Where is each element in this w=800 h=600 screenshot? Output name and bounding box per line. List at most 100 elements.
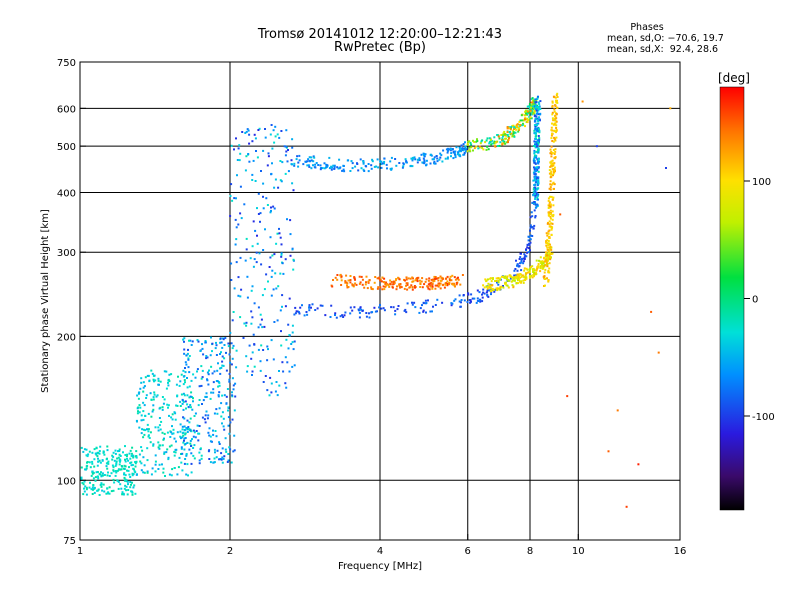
data-point <box>248 133 251 136</box>
data-point <box>552 196 555 199</box>
data-point <box>185 473 188 476</box>
data-point <box>538 116 540 119</box>
data-point <box>218 391 221 394</box>
data-point <box>145 397 148 399</box>
data-point <box>422 309 425 312</box>
data-point <box>186 386 189 389</box>
data-point <box>210 391 213 394</box>
data-point <box>491 287 494 290</box>
data-point <box>483 286 486 289</box>
data-point <box>460 144 463 147</box>
data-point <box>126 480 129 483</box>
data-point <box>223 357 226 360</box>
data-point <box>298 159 301 162</box>
data-point <box>389 282 392 285</box>
data-point <box>424 153 427 156</box>
data-point <box>171 432 174 435</box>
data-point <box>390 306 393 309</box>
data-point <box>477 147 480 150</box>
data-point <box>225 402 228 405</box>
data-point <box>319 164 322 167</box>
data-point <box>136 473 138 476</box>
data-point <box>207 431 210 434</box>
data-point <box>534 195 537 198</box>
data-point <box>461 274 464 276</box>
data-point <box>407 277 410 280</box>
data-point <box>238 144 241 147</box>
data-point <box>135 456 138 459</box>
data-point <box>266 389 269 392</box>
data-point <box>284 356 287 359</box>
data-point <box>425 302 428 304</box>
data-point <box>439 156 442 159</box>
data-point <box>439 282 442 285</box>
data-point <box>537 162 540 165</box>
data-point <box>367 163 370 165</box>
data-point <box>414 306 417 309</box>
data-point <box>201 347 204 350</box>
data-point <box>380 166 383 169</box>
data-point <box>522 260 525 263</box>
data-point <box>482 288 485 291</box>
data-point <box>264 128 266 130</box>
data-point <box>230 363 233 366</box>
data-point <box>334 312 337 315</box>
data-point <box>177 375 179 378</box>
data-point <box>344 311 347 314</box>
data-point <box>225 450 228 453</box>
data-point <box>179 380 182 383</box>
data-point <box>497 283 500 286</box>
data-point <box>269 133 272 136</box>
data-point <box>516 275 519 278</box>
data-point <box>115 463 118 466</box>
data-point <box>186 352 189 355</box>
data-point <box>167 378 170 381</box>
data-point <box>246 370 249 373</box>
data-point <box>338 167 341 170</box>
data-point <box>488 289 490 292</box>
data-point <box>224 337 227 339</box>
data-point <box>482 148 485 151</box>
data-point <box>291 248 294 251</box>
data-point <box>473 141 476 143</box>
data-point <box>539 267 542 270</box>
data-point <box>532 227 535 230</box>
data-point <box>529 266 532 268</box>
data-point <box>527 247 530 250</box>
data-point <box>302 163 305 166</box>
data-point <box>228 432 231 435</box>
data-point <box>460 299 463 301</box>
data-point <box>490 287 492 290</box>
data-point <box>181 398 184 401</box>
data-point <box>243 203 246 206</box>
data-point <box>486 287 489 290</box>
data-point <box>417 158 420 161</box>
data-point <box>271 254 274 257</box>
data-point <box>358 282 361 285</box>
data-point <box>173 450 176 453</box>
data-point <box>209 435 212 438</box>
data-point <box>280 180 283 183</box>
data-point <box>378 276 381 279</box>
data-point <box>333 164 336 167</box>
data-point <box>108 492 111 495</box>
data-point <box>342 168 345 171</box>
data-point <box>425 278 428 281</box>
data-point <box>127 483 129 486</box>
data-point <box>483 292 486 295</box>
data-point <box>310 156 313 159</box>
data-point <box>333 166 336 169</box>
data-point <box>228 446 231 449</box>
data-point <box>534 176 536 179</box>
data-point <box>546 265 549 268</box>
data-point <box>502 135 504 138</box>
data-point <box>449 279 451 282</box>
data-point <box>616 409 619 412</box>
data-point <box>154 426 157 429</box>
data-point <box>268 266 271 268</box>
data-point <box>543 275 546 278</box>
data-point <box>379 160 382 163</box>
data-point <box>228 380 231 383</box>
data-point <box>128 452 131 455</box>
data-point <box>385 163 388 166</box>
